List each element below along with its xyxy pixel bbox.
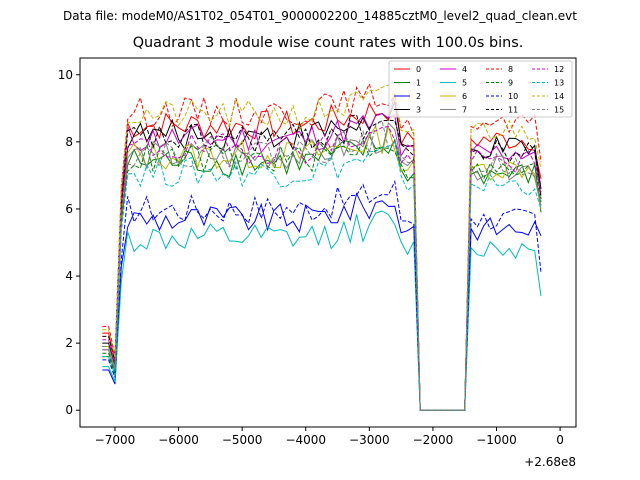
x-tick-label: 0 [556,433,564,447]
series-line-9 [102,138,542,411]
legend-label-12: 12 [554,65,564,74]
x-tick-label: −1000 [476,433,517,447]
series-line-14 [102,84,542,411]
legend-label-2: 2 [416,92,421,101]
y-tick-label: 2 [65,336,73,350]
x-tick-label: −6000 [158,433,199,447]
legend-label-6: 6 [462,92,467,101]
legend-label-14: 14 [554,92,564,101]
series-line-5 [102,210,542,411]
y-tick-label: 0 [65,403,73,417]
legend-label-11: 11 [508,106,518,115]
legend-label-13: 13 [554,79,564,88]
plot-frame [79,57,577,428]
legend-box [388,60,573,118]
x-tick-label: −4000 [285,433,326,447]
x-offset-label: +2.68e8 [524,455,576,469]
x-tick-label: −7000 [95,433,136,447]
series-line-6 [102,124,542,411]
series-line-2 [102,192,542,411]
series-line-15 [102,120,542,411]
figure-suptitle: Data file: modeM0/AS1T02_054T01_90000022… [63,9,577,23]
legend-label-8: 8 [508,65,513,74]
series-line-10 [102,179,542,411]
legend-label-5: 5 [462,79,467,88]
series-line-13 [102,142,542,411]
legend-label-10: 10 [508,92,518,101]
legend-label-4: 4 [462,65,467,74]
y-tick-label: 8 [65,135,73,149]
legend-label-9: 9 [508,79,513,88]
series-line-1 [102,134,542,411]
series-line-12 [102,126,542,411]
y-tick-label: 6 [65,202,73,216]
y-tick-label: 4 [65,269,73,283]
y-tick-label: 10 [58,68,73,82]
legend-label-1: 1 [416,79,421,88]
x-tick-label: −3000 [349,433,390,447]
legend-label-7: 7 [462,106,467,115]
legend-label-0: 0 [416,65,421,74]
legend-label-3: 3 [416,106,421,115]
legend-label-15: 15 [554,106,564,115]
x-tick-label: −2000 [413,433,454,447]
series-line-8 [102,82,542,411]
x-tick-label: −5000 [222,433,263,447]
series-line-3 [102,99,542,411]
axes-title: Quadrant 3 module wise count rates with … [132,35,524,51]
